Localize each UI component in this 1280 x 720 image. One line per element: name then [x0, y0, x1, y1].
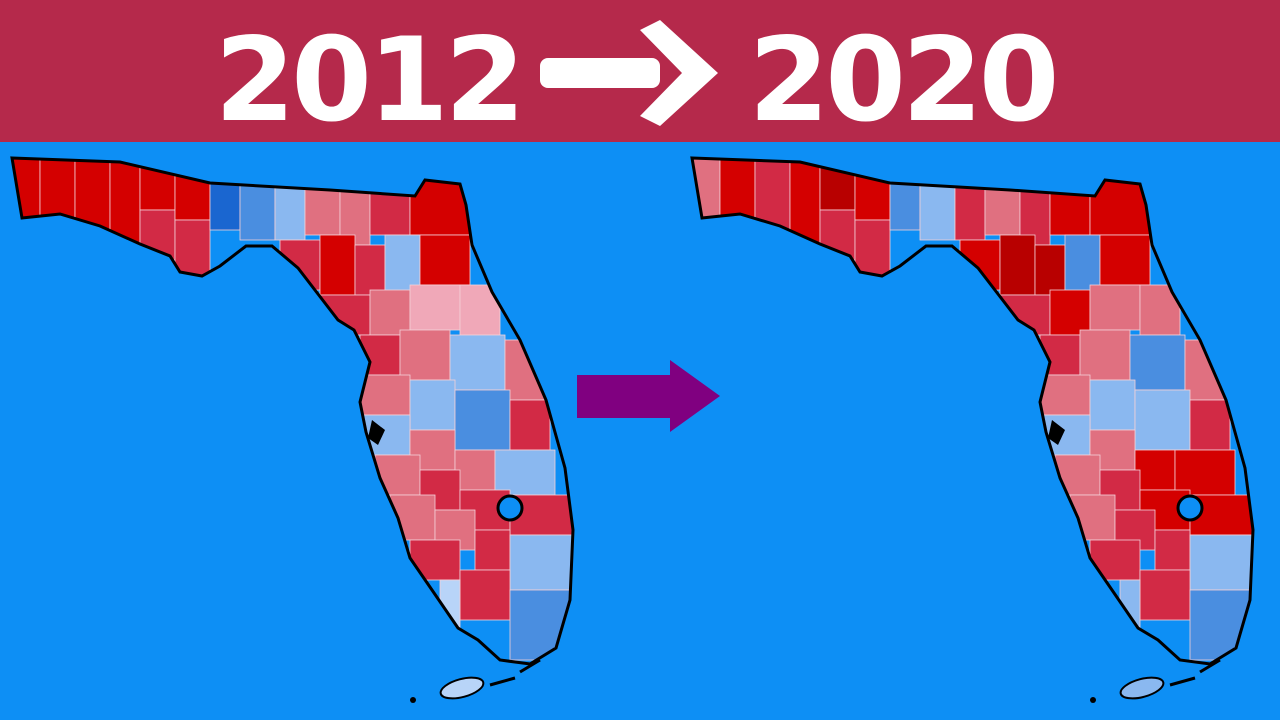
county: [1079, 329, 1131, 381]
lake-okeechobee: [1176, 494, 1204, 522]
county: [984, 184, 1021, 236]
county: [1039, 374, 1091, 416]
county: [999, 234, 1036, 296]
right-year: 2020: [749, 13, 1056, 148]
left-year: 2012: [215, 13, 522, 148]
county: [959, 239, 1001, 291]
county: [449, 334, 506, 391]
county: [399, 329, 451, 381]
county: [359, 374, 411, 416]
keys: [1119, 676, 1165, 700]
county: [439, 579, 461, 641]
county: [174, 158, 211, 221]
counties: [12, 158, 573, 661]
county: [1134, 449, 1176, 491]
county: [509, 589, 573, 661]
county: [1154, 529, 1191, 571]
county: [1089, 539, 1141, 581]
county: [509, 399, 551, 451]
county: [1099, 234, 1151, 286]
county: [1189, 589, 1253, 661]
keys: [439, 676, 485, 700]
county: [1189, 399, 1231, 451]
county: [454, 389, 511, 451]
county: [1129, 334, 1186, 391]
map-2020: [690, 156, 1255, 703]
island: [1090, 697, 1096, 703]
county: [209, 179, 241, 231]
county: [454, 449, 496, 491]
county: [419, 234, 471, 286]
county: [1089, 379, 1136, 431]
county: [1134, 389, 1191, 451]
county: [354, 244, 386, 296]
county: [1054, 454, 1101, 496]
county: [459, 569, 511, 621]
county: [1119, 579, 1141, 641]
tampa-bay: [368, 420, 385, 445]
county: [1034, 244, 1066, 296]
county: [509, 534, 573, 591]
county: [279, 239, 321, 291]
county: [319, 294, 371, 336]
county: [174, 219, 211, 281]
county: [319, 234, 356, 296]
county: [494, 449, 556, 496]
county: [409, 284, 461, 331]
middle-arrow: [577, 360, 720, 432]
county: [374, 454, 421, 496]
county: [854, 158, 891, 221]
county: [1139, 569, 1191, 621]
county: [304, 184, 341, 236]
keys-chain: [1169, 658, 1221, 687]
county: [999, 294, 1051, 336]
county: [409, 379, 456, 431]
keys-chain: [489, 658, 541, 687]
county: [854, 219, 891, 281]
county: [1189, 534, 1253, 591]
county: [889, 179, 921, 231]
county: [1174, 449, 1236, 496]
island: [410, 697, 416, 703]
tampa-bay: [1048, 420, 1065, 445]
county: [369, 289, 411, 336]
county: [819, 158, 856, 211]
county: [409, 539, 461, 581]
header-arrow: [540, 20, 718, 126]
county: [919, 179, 956, 241]
county: [474, 529, 511, 571]
counties: [692, 158, 1253, 661]
lake-okeechobee: [496, 494, 524, 522]
map-2012: [10, 156, 575, 703]
county: [1049, 289, 1091, 336]
county: [139, 158, 176, 211]
county: [1089, 284, 1141, 331]
county: [239, 179, 276, 241]
